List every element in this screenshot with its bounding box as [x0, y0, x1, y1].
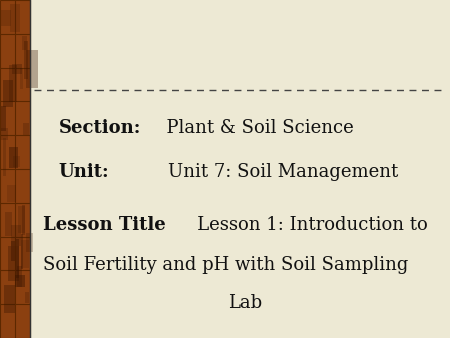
Text: Lab: Lab — [228, 293, 262, 312]
Bar — [3, 138, 6, 175]
Bar — [8, 246, 19, 281]
Bar — [11, 241, 15, 261]
Bar — [22, 204, 25, 236]
Bar — [25, 292, 29, 304]
Bar — [9, 65, 18, 102]
Bar — [17, 239, 19, 277]
Bar — [21, 234, 23, 269]
Text: Unit:: Unit: — [58, 163, 109, 182]
Bar — [14, 156, 20, 167]
Bar — [0, 0, 30, 338]
Bar — [20, 68, 23, 89]
Bar — [10, 225, 21, 246]
Bar — [26, 50, 38, 88]
Bar — [18, 207, 25, 233]
Bar — [24, 41, 28, 79]
Bar — [4, 285, 15, 313]
Bar — [10, 4, 20, 32]
Bar — [23, 123, 29, 135]
Text: Section:: Section: — [58, 119, 141, 138]
Bar — [3, 80, 13, 107]
Bar — [21, 240, 29, 268]
Bar — [7, 185, 17, 202]
Bar — [1, 105, 6, 131]
Text: Plant & Soil Science: Plant & Soil Science — [155, 119, 354, 138]
Bar — [22, 36, 27, 50]
Bar — [9, 147, 18, 168]
Text: Lesson Title: Lesson Title — [43, 216, 166, 234]
Bar — [15, 274, 25, 287]
Text: Lesson 1: Introduction to: Lesson 1: Introduction to — [180, 216, 428, 234]
Bar — [5, 212, 12, 236]
Bar — [0, 10, 11, 26]
Bar — [26, 233, 33, 252]
Text: Soil Fertility and pH with Soil Sampling: Soil Fertility and pH with Soil Sampling — [43, 256, 408, 274]
Bar — [12, 64, 22, 74]
Bar — [1, 128, 8, 140]
Text: Unit 7: Soil Management: Unit 7: Soil Management — [122, 163, 398, 182]
Bar — [17, 266, 22, 287]
